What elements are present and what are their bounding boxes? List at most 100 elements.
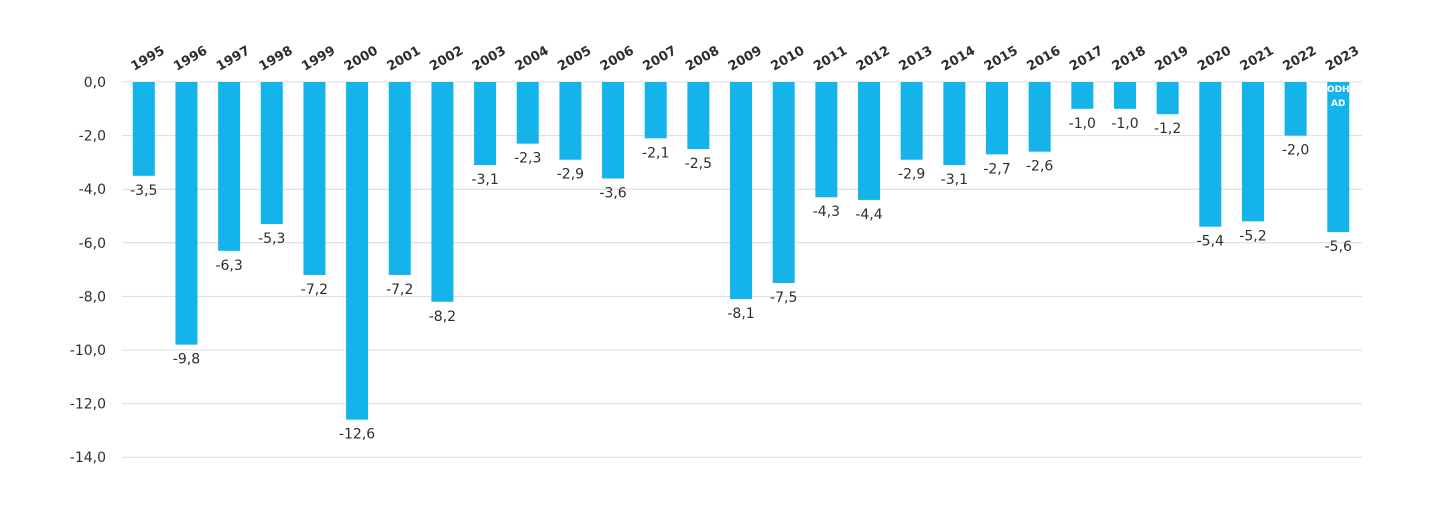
bar	[943, 82, 966, 166]
data-label: -2,1	[642, 145, 669, 161]
bar	[1327, 82, 1350, 233]
y-tick-label: -4,0	[79, 182, 106, 198]
data-label: -12,6	[339, 427, 375, 443]
x-tick-label: 1995	[129, 43, 168, 74]
data-label: -4,4	[855, 207, 882, 223]
x-tick-label: 2001	[385, 43, 424, 74]
y-tick-label: -12,0	[70, 397, 106, 413]
annotation-text: ODH	[1327, 85, 1350, 95]
bar	[303, 82, 326, 275]
x-tick-label: 2003	[470, 43, 509, 74]
y-tick-label: -2,0	[79, 129, 106, 145]
data-label: -2,6	[1026, 159, 1053, 175]
bar	[815, 82, 838, 198]
bar	[730, 82, 753, 300]
y-tick-label: -10,0	[70, 343, 106, 359]
bar	[346, 82, 369, 420]
x-tick-label: 2012	[854, 43, 893, 74]
x-tick-label: 2000	[342, 43, 381, 74]
data-label: -3,1	[941, 172, 968, 188]
y-tick-label: -14,0	[70, 450, 106, 466]
x-tick-label: 2019	[1152, 43, 1191, 74]
x-tick-label: 2018	[1110, 43, 1149, 74]
data-label: -5,3	[258, 231, 285, 247]
x-tick-label: 2020	[1195, 43, 1234, 74]
bar	[644, 82, 667, 139]
data-label: -5,2	[1239, 228, 1266, 244]
x-tick-label: 2011	[811, 43, 850, 74]
bars	[132, 82, 1350, 420]
data-label: -3,1	[471, 172, 498, 188]
data-label: -2,9	[557, 167, 584, 183]
y-axis-tick-labels: 0,0 -2,0 -4,0 -6,0 -8,0 -10,0 -12,0 -14,0	[70, 75, 106, 466]
data-label: -7,2	[386, 282, 413, 298]
bar	[1071, 82, 1094, 109]
x-tick-label: 2014	[939, 43, 978, 74]
x-axis-tick-labels: 1995 1996 1997 1998 1999 2000 2001 2002 2003 2004…	[129, 43, 1362, 74]
x-tick-label: 2007	[641, 43, 680, 74]
bar	[1156, 82, 1179, 115]
data-label: -2,7	[983, 161, 1010, 177]
data-label: -8,2	[429, 309, 456, 325]
data-label: -9,8	[173, 352, 200, 368]
bar	[431, 82, 454, 302]
data-label: -1,2	[1154, 121, 1181, 137]
bar	[559, 82, 582, 160]
data-label: -3,5	[130, 183, 157, 199]
x-tick-label: 2005	[555, 43, 594, 74]
bar	[858, 82, 881, 200]
data-label: -2,9	[898, 167, 925, 183]
bar	[1028, 82, 1051, 152]
x-tick-label: 2017	[1067, 43, 1106, 74]
x-tick-label: 1998	[257, 43, 296, 74]
bar	[260, 82, 283, 225]
annotation-text: AD	[1331, 99, 1345, 109]
data-label: -3,6	[599, 185, 626, 201]
data-label: -7,2	[301, 282, 328, 298]
x-tick-label: 1997	[214, 43, 253, 74]
annotation: ODH AD	[1327, 85, 1350, 109]
x-tick-label: 2016	[1024, 43, 1063, 74]
data-label: -8,1	[727, 306, 754, 322]
data-label: -2,0	[1282, 143, 1309, 159]
y-tick-label: 0,0	[84, 75, 106, 91]
x-tick-label: 2023	[1323, 43, 1362, 74]
data-label: -2,5	[685, 156, 712, 172]
data-label: -4,3	[813, 204, 840, 220]
y-tick-label: -8,0	[79, 289, 106, 305]
x-tick-label: 2002	[427, 43, 466, 74]
bar	[602, 82, 625, 179]
x-tick-label: 2021	[1238, 43, 1277, 74]
data-label: -5,4	[1197, 234, 1224, 250]
bar	[175, 82, 198, 345]
x-tick-label: 2008	[683, 43, 722, 74]
bar	[516, 82, 539, 144]
x-tick-label: 2009	[726, 43, 765, 74]
bar	[474, 82, 497, 166]
x-tick-label: 1999	[299, 43, 338, 74]
data-label: -1,0	[1069, 116, 1096, 132]
bar	[1241, 82, 1264, 222]
x-tick-label: 2015	[982, 43, 1021, 74]
data-label: -6,3	[215, 258, 242, 274]
data-label: -7,5	[770, 290, 797, 306]
x-tick-label: 2004	[513, 43, 552, 74]
bar	[388, 82, 411, 275]
x-tick-label: 2006	[598, 43, 637, 74]
x-tick-label: 2010	[769, 43, 808, 74]
bar	[687, 82, 710, 149]
data-label: -5,6	[1325, 239, 1352, 255]
data-labels: -3,5 -9,8 -6,3 -5,3 -7,2 -12,6 -7,2 -8,2 -3,1 -2,…	[130, 116, 1352, 443]
bar	[218, 82, 241, 251]
data-label: -2,3	[514, 151, 541, 167]
data-label: -1,0	[1111, 116, 1138, 132]
bar	[1284, 82, 1307, 136]
x-tick-label: 2013	[897, 43, 936, 74]
x-tick-label: 1996	[171, 43, 210, 74]
x-tick-label: 2022	[1280, 43, 1319, 74]
y-tick-label: -6,0	[79, 236, 106, 252]
bar	[1199, 82, 1222, 227]
bar	[1113, 82, 1136, 109]
